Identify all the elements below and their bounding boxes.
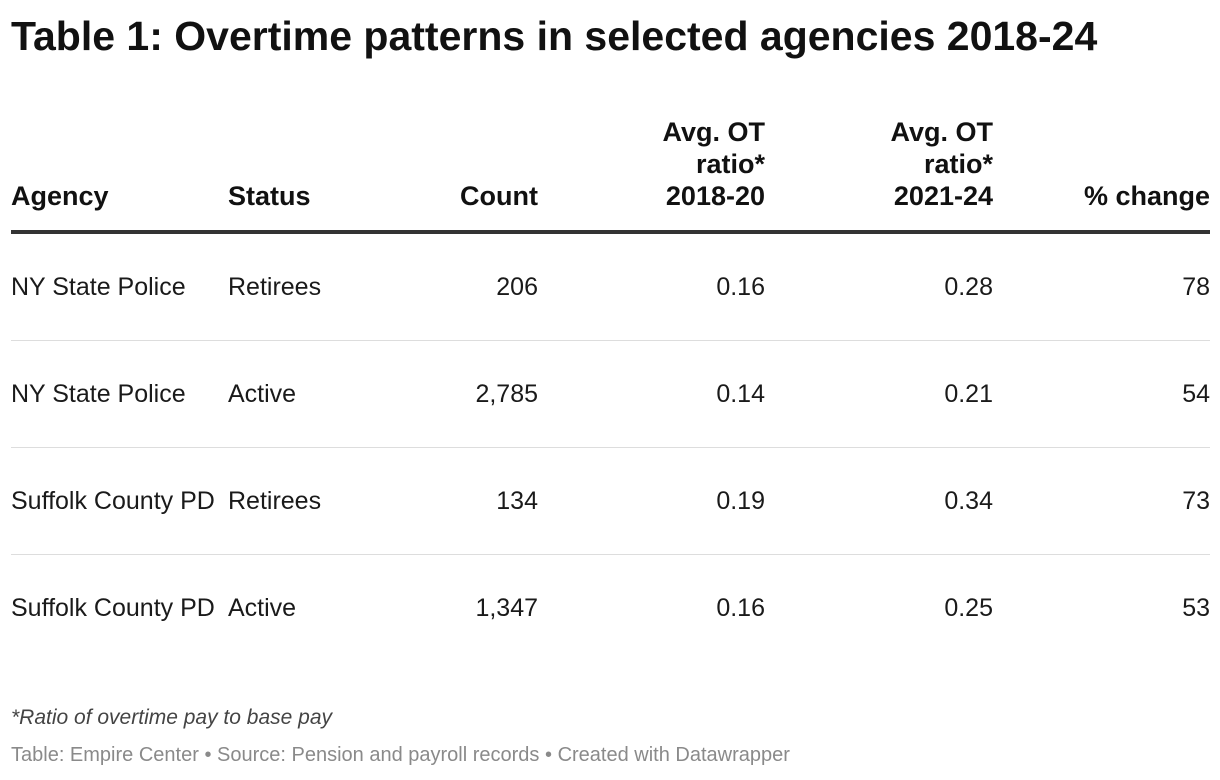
table-header-row: Agency Status Count Avg. OT ratio* 2018-…	[11, 116, 1210, 234]
overtime-table: Agency Status Count Avg. OT ratio* 2018-…	[11, 116, 1210, 661]
created-with-link[interactable]: Created with Datawrapper	[557, 744, 790, 766]
source-credit: Source: Pension and payroll records	[217, 744, 540, 766]
column-header-ratio-2021-24[interactable]: Avg. OT ratio* 2021-24	[765, 116, 993, 234]
column-header-agency[interactable]: Agency	[11, 116, 228, 234]
cell-ratio-2021-24: 0.25	[944, 594, 993, 622]
column-header-status[interactable]: Status	[228, 116, 398, 234]
cell-count: 206	[398, 232, 538, 341]
separator-dot: •	[204, 744, 212, 766]
table-credit: Table: Empire Center	[11, 744, 199, 766]
cell-status: Active	[228, 594, 297, 622]
cell-count: 2,785	[398, 340, 538, 448]
cell-ratio-2018-20: 0.16	[538, 232, 765, 341]
cell-ratio-2021-24: 0.34	[765, 447, 993, 555]
cell-ratio-2021-24: 0.21	[765, 340, 993, 448]
cell-agency: Suffolk County PD	[11, 594, 215, 622]
credits-footer: Table: Empire Center • Source: Pension a…	[11, 744, 790, 767]
footnote: *Ratio of overtime pay to base pay	[11, 706, 333, 729]
cell-pct-change: 73	[993, 447, 1210, 555]
cell-count: 134	[398, 447, 538, 555]
cell-ratio-2018-20: 0.19	[538, 447, 765, 555]
cell-ratio-2018-20: 0.14	[538, 340, 765, 448]
cell-ratio-2021-24: 0.28	[765, 232, 993, 341]
column-header-pct-change[interactable]: % change	[993, 116, 1210, 234]
cell-status: Retirees	[228, 232, 398, 341]
table-row: NY State Police Active 2,785 0.14 0.21 5…	[11, 340, 1210, 448]
separator-dot: •	[544, 744, 552, 766]
cell-ratio-2018-20: 0.16	[716, 594, 765, 622]
cell-status: Active	[228, 340, 398, 448]
cell-pct-change: 78	[993, 232, 1210, 341]
table-row: Suffolk County PD Retirees 134 0.19 0.34…	[11, 447, 1210, 555]
cell-pct-change: 53	[1182, 594, 1210, 622]
cell-count: 1,347	[475, 594, 538, 622]
cell-agency: NY State Police	[11, 232, 228, 341]
cell-agency: Suffolk County PD	[11, 447, 228, 555]
cell-agency: NY State Police	[11, 340, 228, 448]
table-row: NY State Police Retirees 206 0.16 0.28 7…	[11, 232, 1210, 341]
column-header-ratio-2018-20[interactable]: Avg. OT ratio* 2018-20	[538, 116, 765, 234]
column-header-count[interactable]: Count	[398, 116, 538, 234]
cell-status: Retirees	[228, 447, 398, 555]
page-title: Table 1: Overtime patterns in selected a…	[11, 13, 1098, 59]
cell-pct-change: 54	[993, 340, 1210, 448]
table-row: Suffolk County PD Active 1,347 0.16 0.25…	[11, 555, 1210, 662]
